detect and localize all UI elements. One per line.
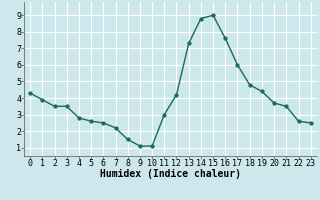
- X-axis label: Humidex (Indice chaleur): Humidex (Indice chaleur): [100, 169, 241, 179]
